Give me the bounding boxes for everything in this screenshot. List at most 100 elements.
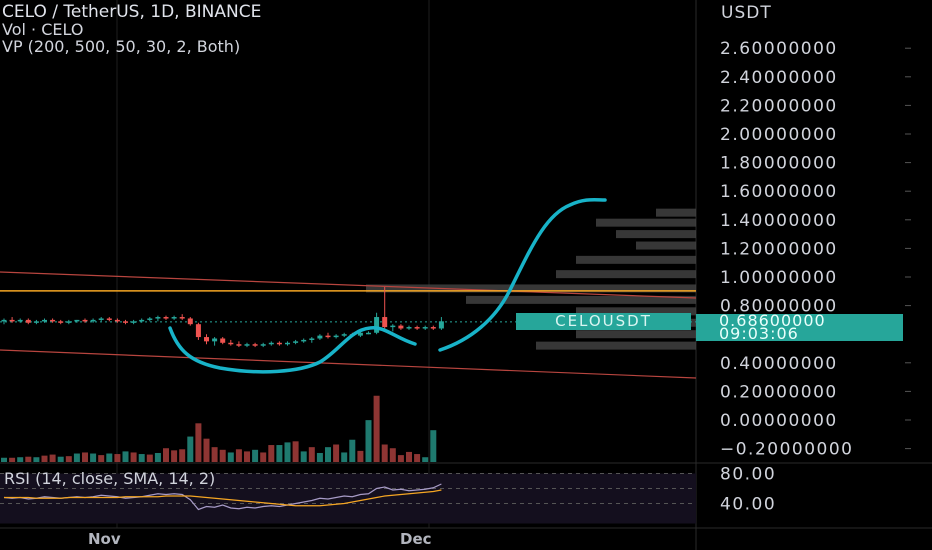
price-tick-label: 2.60000000 [720,39,838,59]
volume-bar [33,457,40,462]
price-tick-label: 2.20000000 [720,96,838,116]
price-tick-label: 1.00000000 [720,268,838,288]
candle-body [220,338,226,343]
candle-body [163,317,169,319]
candle-body [204,337,209,342]
candle-body [252,344,258,346]
candle-body [406,327,412,329]
hand-drawn-annotation [168,197,607,374]
candle-body [422,327,428,329]
candle-body [268,342,274,345]
volume-bar [252,449,259,462]
candle-body [285,342,290,345]
candle-body [276,342,282,345]
candle-body [171,317,177,319]
candle-body [74,319,80,322]
volume-bar [203,438,210,462]
candle-body [301,339,307,342]
volume-bar [381,444,388,462]
breakout-annotation [438,197,607,352]
time-label-nov: Nov [88,530,121,548]
candle-body [187,318,193,325]
volume-bar [430,430,437,462]
candle-body [139,319,145,322]
candle-body [155,317,161,319]
volume-bar [414,454,421,462]
volume-bar [9,457,16,462]
price-tick-label: 1.80000000 [720,154,838,174]
volume-bar [397,455,404,462]
candle-body [430,327,436,329]
vp-bar [576,307,696,316]
volume-bar [73,453,80,462]
volume-bar [195,423,202,462]
volume-bar [122,451,129,462]
volume-bar [65,456,72,462]
volume-bar [422,457,429,462]
rsi-band [0,473,696,524]
volume-bar [146,454,153,462]
candle-body [114,319,120,322]
volume-bar [276,445,283,462]
volume-bar [171,450,178,462]
candle-body [106,318,112,320]
price-tick-label: 2.40000000 [720,68,838,88]
candlestick-series [1,287,444,348]
rsi-legend: RSI (14, close, SMA, 14, 2) [4,469,216,488]
candle-body [309,338,315,340]
volume-bar [260,452,267,462]
volume-bar [300,451,307,462]
candle-body [82,319,88,322]
candle-body [325,335,331,338]
volume-bar [114,454,121,462]
candle-body [17,319,23,322]
volume-legend: Vol · CELO [2,20,84,39]
rsi-tick-label: 80.00 [720,465,776,485]
volume-bar [17,457,24,462]
volume-bar [325,447,331,462]
volume-bar [284,442,291,462]
volume-bar [244,451,250,462]
price-tick-label: −0.20000000 [720,440,854,460]
resistance-trendline [0,271,697,299]
volume-profile [366,208,696,350]
candle-body [293,341,299,343]
chart-title: CELO / TetherUS, 1D, BINANCE [2,2,262,22]
support-trendline [0,349,697,379]
candle-body [366,332,371,335]
price-tick-label: 1.60000000 [720,182,838,202]
candle-body [123,321,128,323]
volume-bar [41,455,48,462]
candle-body [317,335,323,339]
vp-bar [576,330,696,339]
vp-bar [556,270,696,279]
volume-bar [292,441,299,462]
candle-body [382,317,388,328]
candle-body [374,317,380,333]
vp-bar [656,208,696,217]
candle-body [357,332,363,336]
volume-bar [316,452,323,462]
candle-body [414,327,420,329]
price-tick-label: 0.40000000 [720,354,838,374]
candle-body [228,342,234,345]
volume-bar [357,450,364,462]
candle-body [1,319,7,322]
volume-bar [138,454,145,462]
last-price-tag: 0.68600000 09:03:06 [696,313,903,342]
candle-body [244,344,250,346]
volume-bar [406,451,412,462]
volume-bar [25,456,32,462]
symbol-price-tag: CELOUSDT [516,313,691,330]
volume-profile-legend: VP (200, 500, 50, 30, 2, Both) [2,37,241,56]
candle-body [179,317,185,319]
vp-bar [536,341,696,350]
time-label-dec: Dec [400,530,432,548]
vp-bar [366,284,696,293]
volume-bar [130,452,137,462]
volume-bar [1,457,7,462]
volume-bar [365,420,372,462]
volume-bar [373,395,380,462]
candle-body [9,319,15,322]
